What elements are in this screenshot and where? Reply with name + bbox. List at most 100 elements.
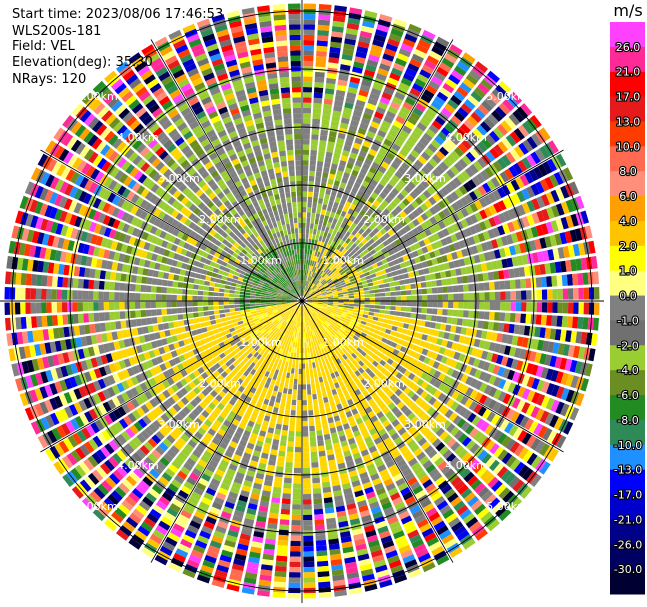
ppi-cell	[329, 46, 341, 54]
ppi-cell	[275, 565, 287, 572]
ppi-cell	[299, 290, 301, 296]
ppi-cell	[198, 285, 204, 291]
ppi-cell	[330, 163, 338, 170]
ppi-cell	[423, 267, 430, 275]
ppi-cell	[15, 317, 22, 330]
ppi-cell	[161, 301, 167, 308]
ppi-cell	[331, 260, 337, 266]
ppi-cell	[335, 284, 341, 288]
ppi-cell	[303, 291, 307, 297]
ppi-cell	[539, 263, 546, 275]
ppi-cell	[294, 222, 298, 229]
ppi-cell	[498, 212, 507, 224]
ppi-cell	[187, 283, 194, 289]
ppi-cell	[424, 176, 434, 186]
ppi-cell	[307, 298, 313, 301]
ppi-cell	[421, 261, 428, 268]
ppi-cell	[390, 161, 400, 170]
ppi-cell	[260, 299, 266, 301]
ppi-cell	[297, 342, 300, 348]
ppi-cell	[433, 71, 446, 82]
ppi-cell	[14, 287, 21, 300]
ppi-cell	[318, 198, 324, 204]
ppi-cell	[258, 132, 267, 140]
ppi-cell	[382, 208, 391, 216]
ppi-cell	[200, 274, 207, 280]
ppi-cell	[492, 227, 501, 238]
ppi-cell	[411, 53, 424, 64]
ppi-cell	[394, 280, 400, 286]
ppi-cell	[480, 78, 493, 91]
ppi-cell	[357, 94, 368, 103]
ppi-cell	[274, 576, 287, 583]
ppi-cell	[406, 266, 413, 273]
ppi-cell	[489, 130, 500, 143]
ppi-cell	[295, 280, 298, 287]
ppi-cell	[274, 19, 287, 26]
ppi-cell	[259, 239, 265, 246]
ppi-cell	[207, 165, 216, 174]
ppi-cell	[237, 197, 245, 205]
ppi-cell	[398, 48, 412, 58]
ppi-cell	[257, 160, 265, 167]
ppi-cell	[250, 308, 256, 312]
ppi-cell	[312, 299, 318, 301]
ppi-cell	[534, 264, 541, 276]
ppi-cell	[161, 308, 167, 315]
ppi-cell	[325, 188, 332, 195]
ppi-cell	[338, 233, 345, 240]
ppi-cell	[464, 227, 473, 237]
ppi-cell	[225, 59, 238, 68]
ppi-cell	[428, 80, 441, 91]
ppi-cell	[317, 298, 323, 301]
ppi-cell	[428, 50, 442, 61]
ppi-cell	[375, 134, 385, 143]
ppi-cell	[353, 61, 365, 69]
ppi-cell	[379, 125, 389, 134]
ppi-cell	[355, 160, 363, 168]
ppi-cell	[355, 177, 363, 185]
ppi-cell	[72, 313, 79, 324]
ppi-cell	[588, 240, 596, 254]
ppi-cell	[281, 166, 288, 172]
ppi-cell	[291, 249, 295, 255]
ppi-cell	[295, 259, 298, 265]
ppi-cell	[229, 304, 235, 309]
ppi-cell	[281, 203, 287, 209]
ppi-cell	[420, 203, 429, 212]
ppi-cell	[259, 137, 268, 145]
ppi-cell	[446, 138, 457, 149]
ppi-cell	[302, 269, 304, 275]
ppi-cell	[393, 62, 405, 72]
ppi-cell	[307, 299, 313, 301]
ppi-cell	[450, 94, 462, 106]
ppi-cell	[336, 137, 345, 145]
ppi-cell	[289, 29, 301, 36]
ppi-cell	[446, 169, 456, 179]
ppi-cell	[305, 286, 308, 292]
ppi-cell	[278, 236, 283, 243]
ppi-cell	[456, 173, 467, 184]
ppi-cell	[228, 301, 235, 305]
ppi-cell	[280, 514, 290, 520]
ppi-cell	[560, 185, 570, 199]
ppi-cell	[404, 33, 418, 43]
ppi-cell	[309, 170, 315, 177]
ppi-cell	[283, 229, 288, 236]
ppi-cell	[515, 231, 524, 242]
ppi-cell	[332, 218, 338, 225]
ppi-cell	[211, 324, 218, 330]
ppi-cell	[469, 202, 479, 213]
ppi-cell	[315, 61, 326, 68]
ppi-cell	[241, 137, 250, 145]
ppi-cell	[255, 177, 263, 184]
ppi-cell	[426, 186, 436, 196]
ppi-cell	[470, 111, 482, 123]
ppi-cell	[296, 264, 299, 270]
ppi-cell	[296, 286, 299, 292]
ppi-cell	[251, 139, 260, 147]
ppi-cell	[342, 235, 348, 242]
ppi-cell	[348, 255, 355, 262]
ppi-cell	[369, 92, 380, 101]
ppi-cell	[177, 78, 190, 88]
